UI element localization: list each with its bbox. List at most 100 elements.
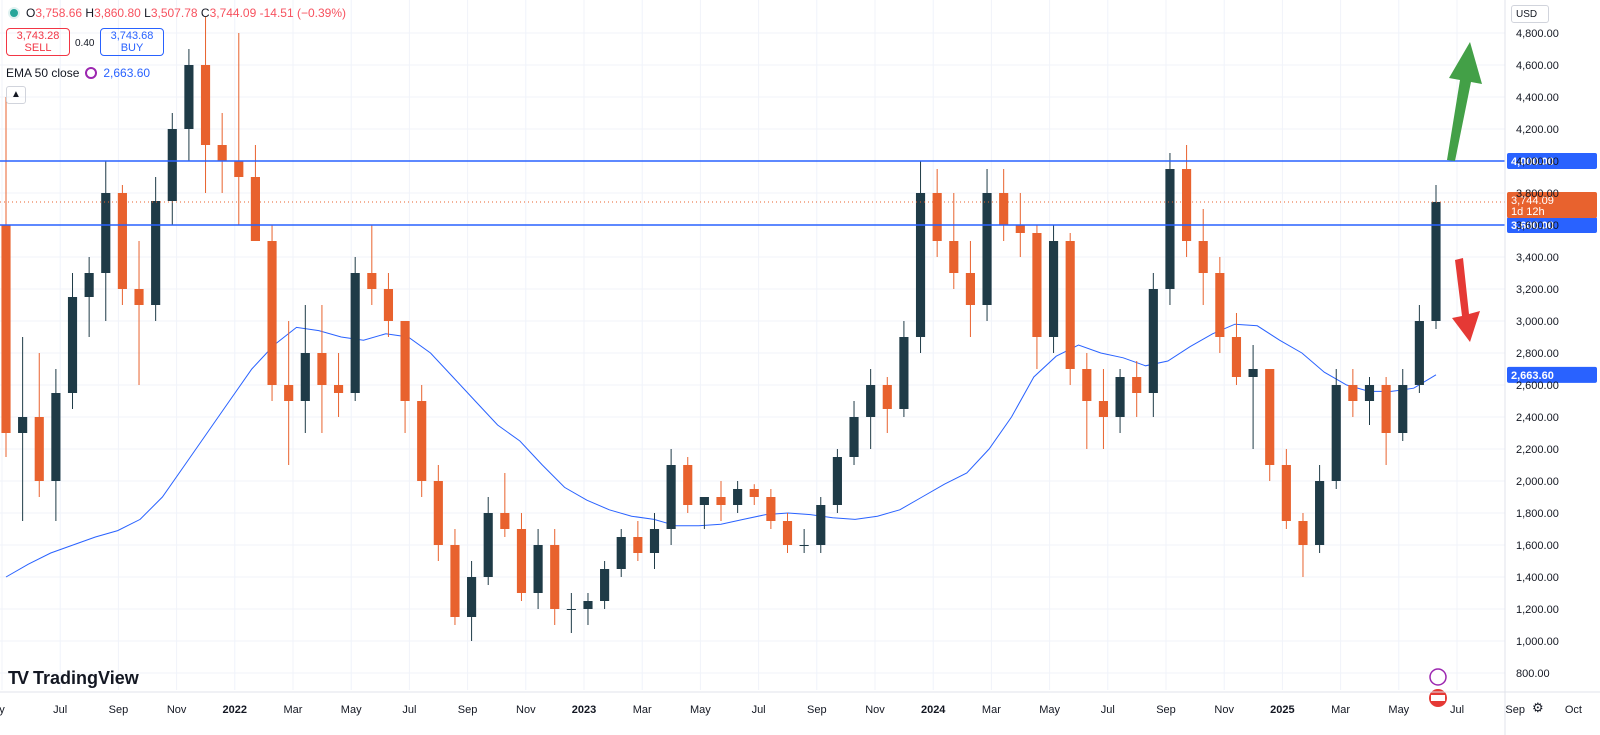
down-arrow-icon xyxy=(1452,258,1480,342)
time-tick-label: May xyxy=(1388,704,1409,716)
time-tick-label: Mar xyxy=(982,704,1001,716)
time-tick-label: Mar xyxy=(284,704,303,716)
tradingview-logo[interactable]: TV TradingView xyxy=(8,668,139,689)
candle-body xyxy=(450,545,460,617)
candle-body xyxy=(566,609,576,610)
time-tick-label: y xyxy=(0,704,5,716)
trend-arrows xyxy=(1429,42,1482,707)
price-axis[interactable]: 800.00 1,000.00 1,200.00 1,400.00 1,600.00 1,… xyxy=(1504,0,1559,735)
candle-body xyxy=(1231,337,1242,377)
level-tag-label: 4,000.00 xyxy=(1511,156,1554,168)
candle-body xyxy=(550,545,560,609)
price-tick-label: 1,400.00 xyxy=(1516,572,1559,584)
candle-body xyxy=(965,273,975,305)
candle-body xyxy=(483,513,493,577)
candle-body xyxy=(716,497,726,505)
candle-body xyxy=(151,201,161,305)
currency-selector[interactable]: USD xyxy=(1511,5,1549,23)
candle-body xyxy=(616,537,626,569)
price-tick-label: 3,800.00 xyxy=(1516,188,1559,200)
level-tag-label: 3,600.00 xyxy=(1511,220,1554,232)
time-tick-label: Jul xyxy=(1450,704,1464,716)
time-tick-label: Mar xyxy=(633,704,652,716)
price-tick-label: 4,800.00 xyxy=(1516,28,1559,40)
flag-stripe xyxy=(1431,695,1445,701)
price-tick-label: 4,600.00 xyxy=(1516,60,1559,72)
candle-body xyxy=(1115,377,1125,417)
time-tick-label: Nov xyxy=(167,704,187,716)
price-tick-label: 2,600.00 xyxy=(1516,380,1559,392)
time-axis[interactable]: y Jul Sep Nov 2022 Mar May Jul Sep Nov 2023 Mar May J… xyxy=(0,691,1600,716)
level-tag xyxy=(1507,153,1597,169)
sell-label: SELL xyxy=(24,42,52,54)
candle-body xyxy=(51,393,61,481)
candle-body xyxy=(683,465,693,505)
candle-body xyxy=(733,489,743,505)
time-tick-label: Sep xyxy=(109,704,129,716)
candle-body xyxy=(782,521,793,545)
time-tick-label: 2024 xyxy=(921,704,946,716)
candle-body xyxy=(1,225,11,433)
time-tick-label: Sep xyxy=(1505,704,1525,716)
price-tick-label: 3,000.00 xyxy=(1516,316,1559,328)
time-tick-label: Oct xyxy=(1565,704,1582,716)
candle-body xyxy=(899,337,909,409)
candle-body xyxy=(184,65,194,129)
price-tick-label: 800.00 xyxy=(1516,668,1550,680)
candle-body xyxy=(1265,369,1275,465)
ema-tag xyxy=(1507,366,1597,383)
price-tick-label: 2,400.00 xyxy=(1516,412,1559,424)
candle-body xyxy=(417,401,427,481)
candle-body xyxy=(949,241,959,273)
price-tick-label: 4,000.00 xyxy=(1516,156,1559,168)
candle-body xyxy=(1348,385,1358,401)
ema-tag-label: 2,663.60 xyxy=(1511,370,1554,382)
current-price-tag xyxy=(1507,191,1597,218)
candle-body xyxy=(982,193,992,305)
candle-body xyxy=(167,129,177,201)
chevron-up-icon[interactable]: ▲ xyxy=(6,86,26,104)
candle-body xyxy=(1331,385,1341,481)
price-tick-label: 2,000.00 xyxy=(1516,476,1559,488)
time-tick-label: 2025 xyxy=(1270,704,1294,716)
sell-button[interactable]: 3,743.28 SELL xyxy=(6,28,70,56)
candle-body xyxy=(84,273,94,297)
candle-body xyxy=(383,289,394,321)
candle-series xyxy=(1,17,1441,641)
time-tick-label: Sep xyxy=(458,704,478,716)
sell-price: 3,743.28 xyxy=(16,30,60,42)
candle-body xyxy=(284,385,294,401)
settings-icon[interactable]: ⚙ xyxy=(1532,700,1544,715)
candle-body xyxy=(1098,401,1109,417)
candle-body xyxy=(1364,385,1375,401)
price-tick-label: 3,400.00 xyxy=(1516,252,1559,264)
time-tick-label: Nov xyxy=(1214,704,1234,716)
indicator-legend[interactable]: EMA 50 close 2,663.60 xyxy=(6,66,150,80)
candle-body xyxy=(1015,225,1025,233)
candle-body xyxy=(217,145,227,161)
candle-body xyxy=(467,577,477,617)
candle-body xyxy=(101,193,111,273)
candle-body xyxy=(1315,481,1325,545)
indicator-value: 2,663.60 xyxy=(103,66,151,80)
candle-body xyxy=(1182,169,1192,241)
buy-button[interactable]: 3,743.68 BUY xyxy=(100,28,164,56)
candle-body xyxy=(317,353,327,385)
time-tick-label: Sep xyxy=(1156,704,1176,716)
price-tick-label: 4,200.00 xyxy=(1516,124,1559,136)
candle-body xyxy=(400,321,410,401)
candle-body xyxy=(649,529,660,553)
current-price-label: 3,744.09 xyxy=(1511,195,1554,207)
candle-body xyxy=(999,193,1009,225)
price-tick-label: 3,600.00 xyxy=(1516,220,1559,232)
price-tick-label: 2,200.00 xyxy=(1516,444,1559,456)
time-tick-label: Nov xyxy=(865,704,885,716)
candle-body xyxy=(1032,233,1042,337)
price-tick-label: 3,200.00 xyxy=(1516,284,1559,296)
candle-body xyxy=(882,385,892,409)
ema-line xyxy=(5,323,1437,578)
candle-body xyxy=(1132,377,1142,393)
time-tick-label: 2022 xyxy=(223,704,247,716)
